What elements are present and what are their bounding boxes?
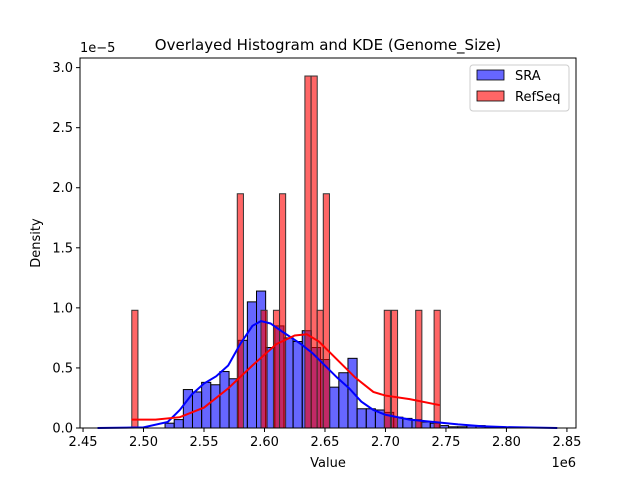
refseq-kde-line bbox=[131, 333, 441, 421]
sra-bar bbox=[219, 371, 230, 429]
kde-curves bbox=[97, 320, 558, 429]
legend-label-sra: SRA bbox=[515, 69, 541, 84]
x-tick-label: 2.45 bbox=[69, 435, 98, 450]
y-tick-label: 2.0 bbox=[52, 181, 73, 196]
sra-bar bbox=[173, 419, 184, 429]
legend: SRA RefSeq bbox=[469, 64, 570, 112]
sra-bar bbox=[329, 386, 340, 429]
y-axis-label: Density bbox=[29, 218, 44, 268]
sra-kde-line bbox=[97, 320, 558, 429]
x-tick-label: 2.55 bbox=[190, 435, 219, 450]
y-offset-label: 1e−5 bbox=[80, 41, 115, 56]
refseq-bar bbox=[236, 193, 244, 429]
x-tick-label: 2.60 bbox=[250, 435, 279, 450]
x-tick-label: 2.75 bbox=[431, 435, 460, 450]
refseq-bar bbox=[316, 309, 324, 429]
x-axis-ticks: 2.45 2.50 2.55 2.60 2.65 2.70 2.75 2.80 2.85 bbox=[69, 428, 581, 450]
x-tick-label: 2.80 bbox=[492, 435, 521, 450]
legend-label-refseq: RefSeq bbox=[515, 90, 561, 105]
x-offset-label: 1e6 bbox=[551, 456, 576, 471]
refseq-bar bbox=[131, 309, 139, 429]
chart-title: Overlayed Histogram and KDE (Genome_Size… bbox=[155, 36, 501, 55]
sra-bar bbox=[210, 384, 221, 429]
y-tick-label: 1.5 bbox=[52, 241, 73, 256]
x-tick-label: 2.85 bbox=[552, 435, 581, 450]
y-tick-label: 0.5 bbox=[52, 361, 73, 376]
sra-bar bbox=[365, 408, 376, 429]
refseq-bars bbox=[131, 75, 441, 429]
refseq-bar bbox=[415, 309, 423, 429]
refseq-bar bbox=[433, 309, 441, 429]
y-tick-label: 2.5 bbox=[52, 121, 73, 136]
x-axis-label: Value bbox=[310, 456, 346, 471]
sra-bar bbox=[356, 408, 367, 429]
legend-swatch-refseq bbox=[476, 90, 505, 102]
refseq-bar bbox=[310, 75, 318, 429]
legend-swatch-sra bbox=[476, 69, 505, 81]
refseq-bar bbox=[390, 309, 399, 429]
y-axis-ticks: 0.0 0.5 1.0 1.5 2.0 2.5 3.0 bbox=[52, 61, 80, 437]
sra-bar bbox=[420, 421, 431, 429]
refseq-bar bbox=[260, 309, 268, 429]
y-tick-label: 0.0 bbox=[52, 422, 73, 437]
x-tick-label: 2.50 bbox=[129, 435, 158, 450]
refseq-bar bbox=[383, 309, 391, 429]
refseq-bar bbox=[322, 193, 330, 429]
refseq-bar bbox=[278, 193, 287, 429]
sra-bar bbox=[164, 422, 175, 429]
y-tick-label: 1.0 bbox=[52, 301, 73, 316]
sra-bar bbox=[292, 341, 303, 429]
x-tick-label: 2.65 bbox=[310, 435, 339, 450]
plot-frame bbox=[79, 57, 577, 429]
y-tick-label: 3.0 bbox=[52, 61, 73, 76]
refseq-bar bbox=[304, 75, 312, 429]
x-tick-label: 2.70 bbox=[371, 435, 400, 450]
